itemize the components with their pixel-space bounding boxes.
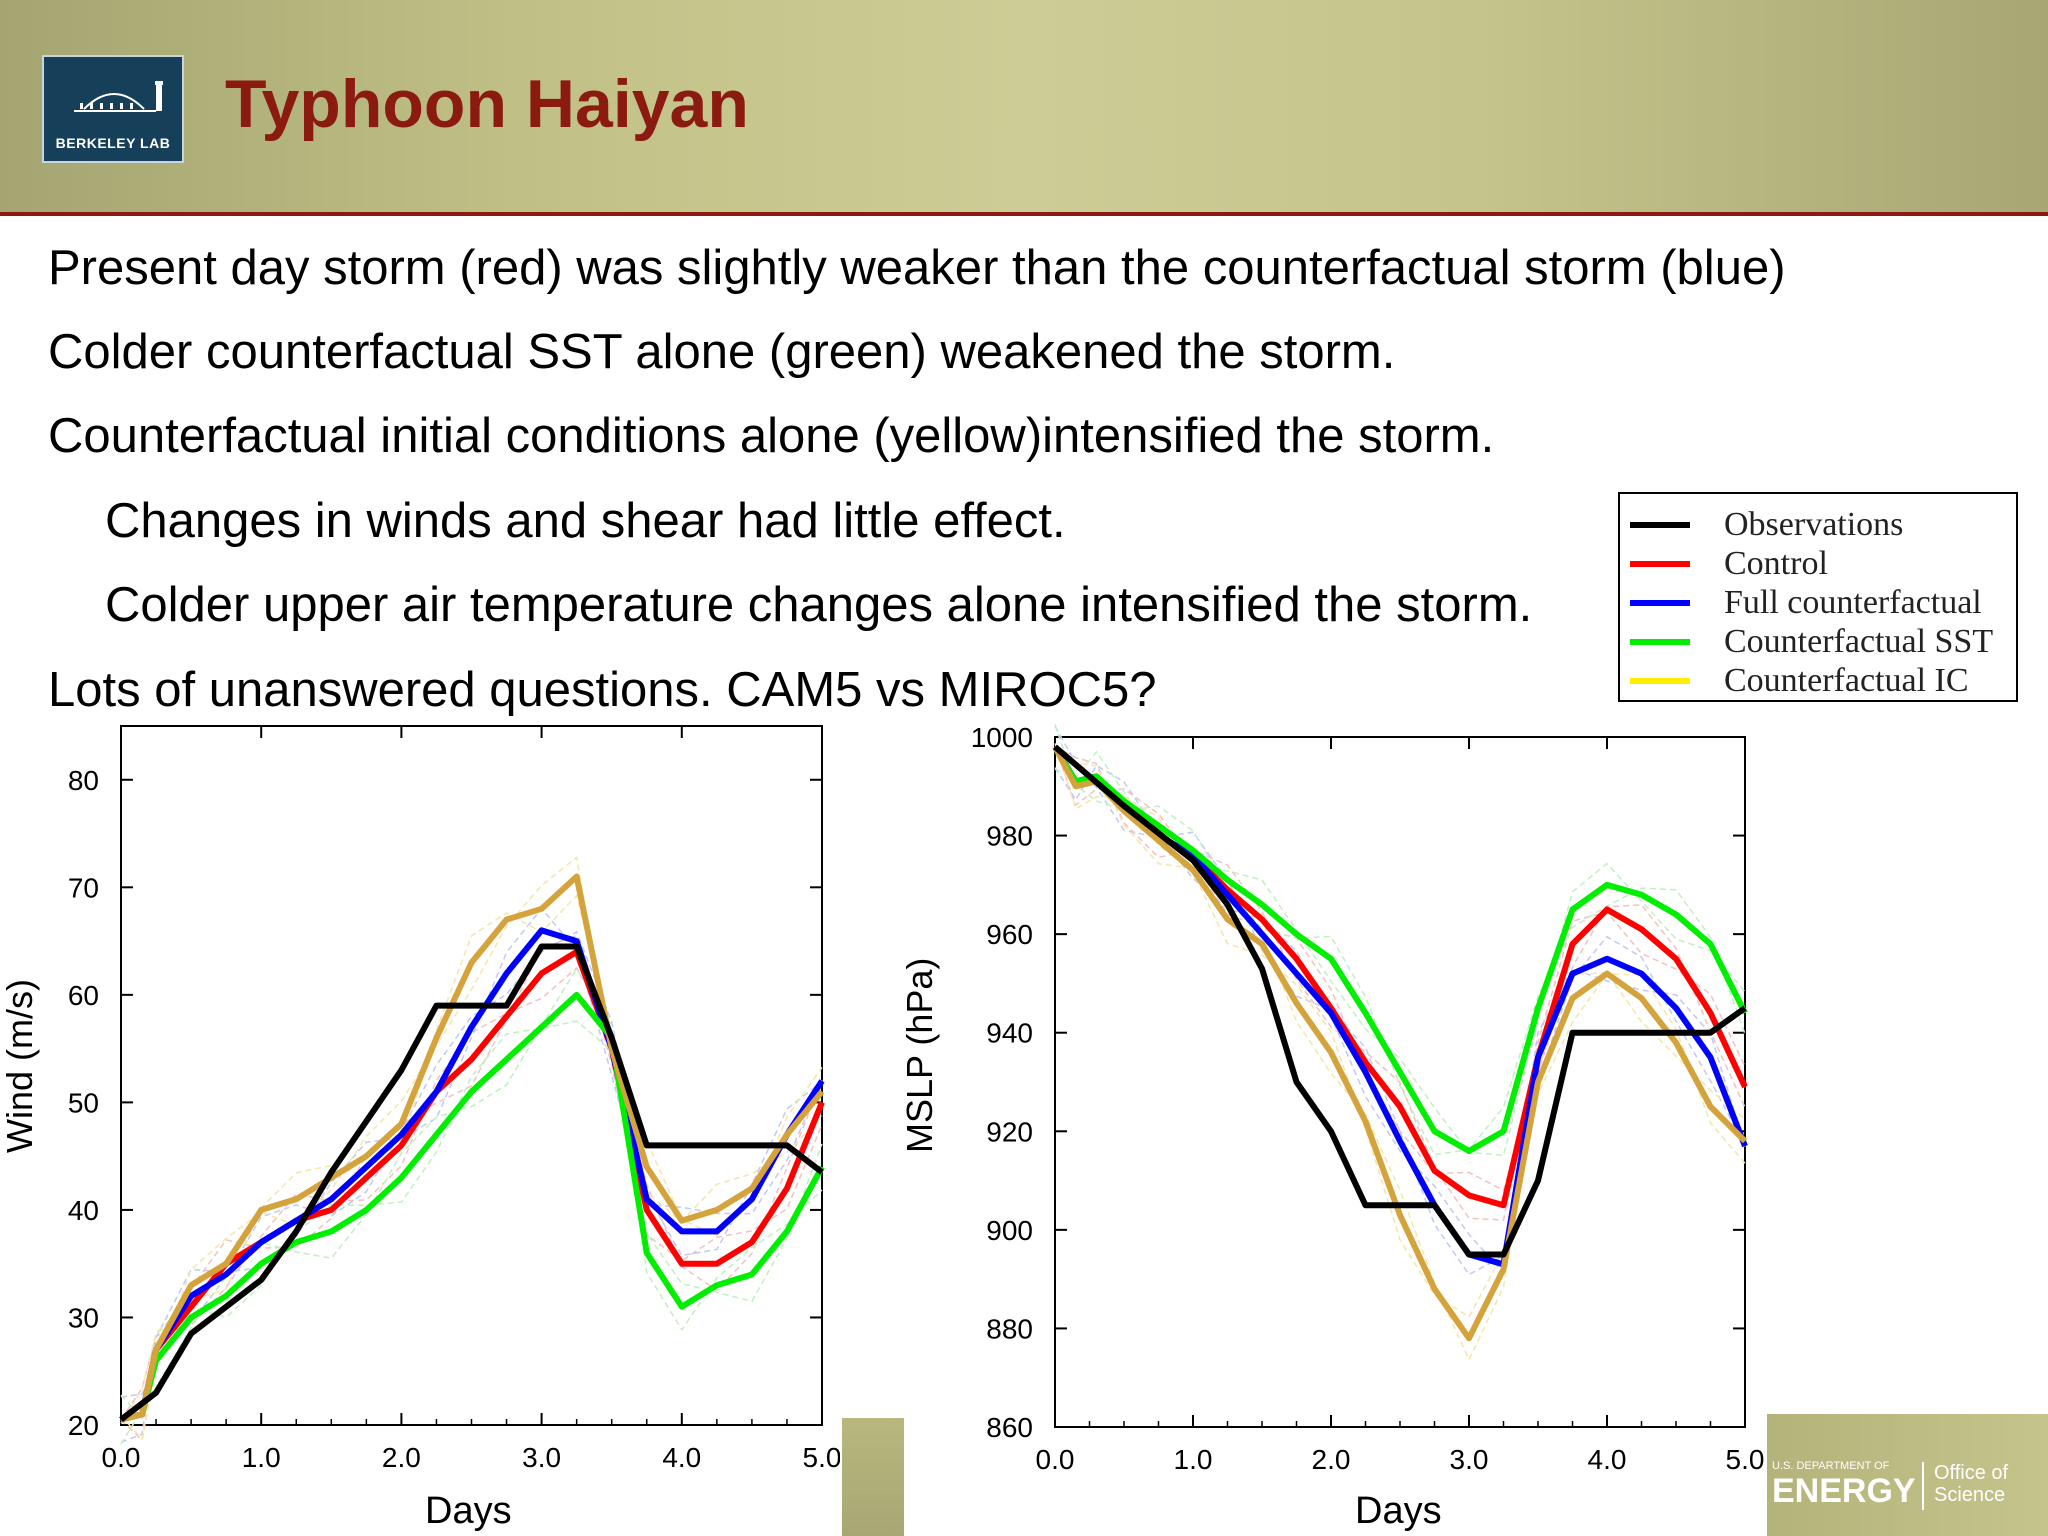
slide-header: BERKELEY LAB Typhoon Haiyan bbox=[0, 0, 2048, 216]
y-tick-label: 920 bbox=[986, 1116, 1033, 1147]
legend-swatch bbox=[1630, 561, 1690, 567]
bullet-2: Colder counterfactual SST alone (green) … bbox=[48, 325, 1396, 379]
series-line-observations bbox=[1053, 744, 1747, 1258]
y-tick-label: 40 bbox=[68, 1195, 99, 1226]
series-line-full-counterfactual bbox=[120, 927, 825, 1423]
legend-item-full-counterfactual: Full counterfactual bbox=[1630, 584, 2018, 622]
doe-divider bbox=[1922, 1462, 1924, 1510]
x-tick-label: 3.0 bbox=[1450, 1444, 1489, 1475]
observatory-icon bbox=[74, 81, 163, 112]
y-tick-label: 940 bbox=[986, 1018, 1033, 1049]
ensemble-member-line bbox=[120, 1020, 823, 1445]
ensemble-member-line bbox=[1054, 746, 1746, 1221]
y-tick-label: 900 bbox=[986, 1215, 1033, 1246]
ensemble-member-line bbox=[120, 894, 823, 1424]
legend-label: Counterfactual SST bbox=[1724, 623, 1994, 660]
legend-label: Full counterfactual bbox=[1724, 584, 1982, 621]
legend-swatch bbox=[1630, 522, 1690, 528]
bullet-3a: Changes in winds and shear had little ef… bbox=[105, 494, 1066, 548]
legend-item-counterfactual-sst: Counterfactual SST bbox=[1630, 623, 2018, 661]
x-tick-label: 5.0 bbox=[803, 1442, 840, 1473]
x-tick-label: 1.0 bbox=[242, 1442, 281, 1473]
ensemble-member-line bbox=[120, 930, 823, 1398]
legend-swatch bbox=[1630, 678, 1690, 684]
mslp-y-axis-label: MSLP (hPa) bbox=[899, 957, 940, 1153]
wind-chart: 0.0 1.0 2.0 3.0 4.0 5.0 20 30 40 50 60 70 80 bbox=[68, 725, 840, 1473]
mslp-x-axis-label: Days bbox=[1355, 1490, 1442, 1532]
y-tick-label: 30 bbox=[68, 1302, 99, 1333]
berkeley-lab-logo: BERKELEY LAB bbox=[42, 55, 184, 163]
bullet-1: Present day storm (red) was slightly wea… bbox=[48, 241, 1786, 295]
office-of-science-text: Office of Science bbox=[1934, 1462, 2009, 1506]
wind-x-axis-label: Days bbox=[425, 1490, 512, 1532]
x-tick-label: 4.0 bbox=[662, 1442, 701, 1473]
chart-legend: Observations Control Full counterfactual… bbox=[1618, 492, 2018, 702]
y-tick-label: 980 bbox=[986, 821, 1033, 852]
x-tick-label: 4.0 bbox=[1588, 1444, 1627, 1475]
legend-label: Control bbox=[1724, 545, 1828, 582]
logo-text: BERKELEY LAB bbox=[55, 135, 171, 151]
series-line-counterfactual-sst bbox=[1052, 745, 1748, 1154]
ensemble-member-line bbox=[120, 934, 823, 1442]
legend-label: Observations bbox=[1724, 506, 1904, 543]
series-line-observations bbox=[119, 943, 824, 1423]
y-tick-label: 70 bbox=[68, 872, 99, 903]
bullet-4: Lots of unanswered questions. CAM5 vs MI… bbox=[48, 663, 1157, 717]
legend-item-observations: Observations bbox=[1630, 506, 2018, 544]
doe-small-text: U.S. DEPARTMENT OF bbox=[1772, 1460, 1890, 1472]
mslp-chart: 0.0 1.0 2.0 3.0 4.0 5.0 860 880 900 920 940 960 980 1… bbox=[971, 722, 1765, 1475]
wind-y-axis-label: Wind (m/s) bbox=[0, 979, 40, 1153]
slide-title: Typhoon Haiyan bbox=[225, 66, 749, 142]
legend-label: Counterfactual IC bbox=[1724, 662, 1969, 699]
ensemble-member-line bbox=[1054, 743, 1746, 1318]
y-tick-label: 20 bbox=[68, 1410, 99, 1441]
legend-swatch bbox=[1630, 639, 1690, 645]
legend-item-counterfactual-ic: Counterfactual IC bbox=[1630, 662, 2018, 700]
ensemble-member-line bbox=[120, 856, 823, 1441]
legend-swatch bbox=[1630, 600, 1690, 606]
series-line-counterfactual-ic bbox=[1052, 745, 1748, 1342]
x-tick-label: 0.0 bbox=[102, 1442, 141, 1473]
x-tick-label: 0.0 bbox=[1036, 1444, 1075, 1475]
ensemble-member-line bbox=[1054, 746, 1746, 1192]
y-tick-label: 80 bbox=[68, 765, 99, 796]
doe-footer bbox=[1767, 1414, 2048, 1536]
x-tick-label: 5.0 bbox=[1726, 1444, 1765, 1475]
y-tick-label: 880 bbox=[986, 1313, 1033, 1344]
plot-frame bbox=[120, 725, 823, 1426]
footer-accent-bar bbox=[842, 1418, 904, 1536]
y-tick-label: 1000 bbox=[971, 722, 1033, 753]
x-tick-label: 2.0 bbox=[382, 1442, 421, 1473]
x-tick-label: 1.0 bbox=[1174, 1444, 1213, 1475]
legend-item-control: Control bbox=[1630, 545, 2018, 583]
y-tick-label: 50 bbox=[68, 1087, 99, 1118]
series-line-counterfactual-sst bbox=[120, 991, 825, 1423]
y-tick-label: 60 bbox=[68, 980, 99, 1011]
x-tick-label: 3.0 bbox=[522, 1442, 561, 1473]
y-tick-label: 860 bbox=[986, 1412, 1033, 1443]
y-tick-label: 960 bbox=[986, 919, 1033, 950]
x-tick-label: 2.0 bbox=[1312, 1444, 1351, 1475]
ensemble-member-line bbox=[1054, 749, 1746, 1362]
bullet-3b: Colder upper air temperature changes alo… bbox=[105, 578, 1533, 632]
doe-energy-logo: ENERGY bbox=[1772, 1472, 1916, 1510]
series-line-counterfactual-ic bbox=[120, 873, 825, 1423]
bullet-3: Counterfactual initial conditions alone … bbox=[48, 409, 1495, 463]
